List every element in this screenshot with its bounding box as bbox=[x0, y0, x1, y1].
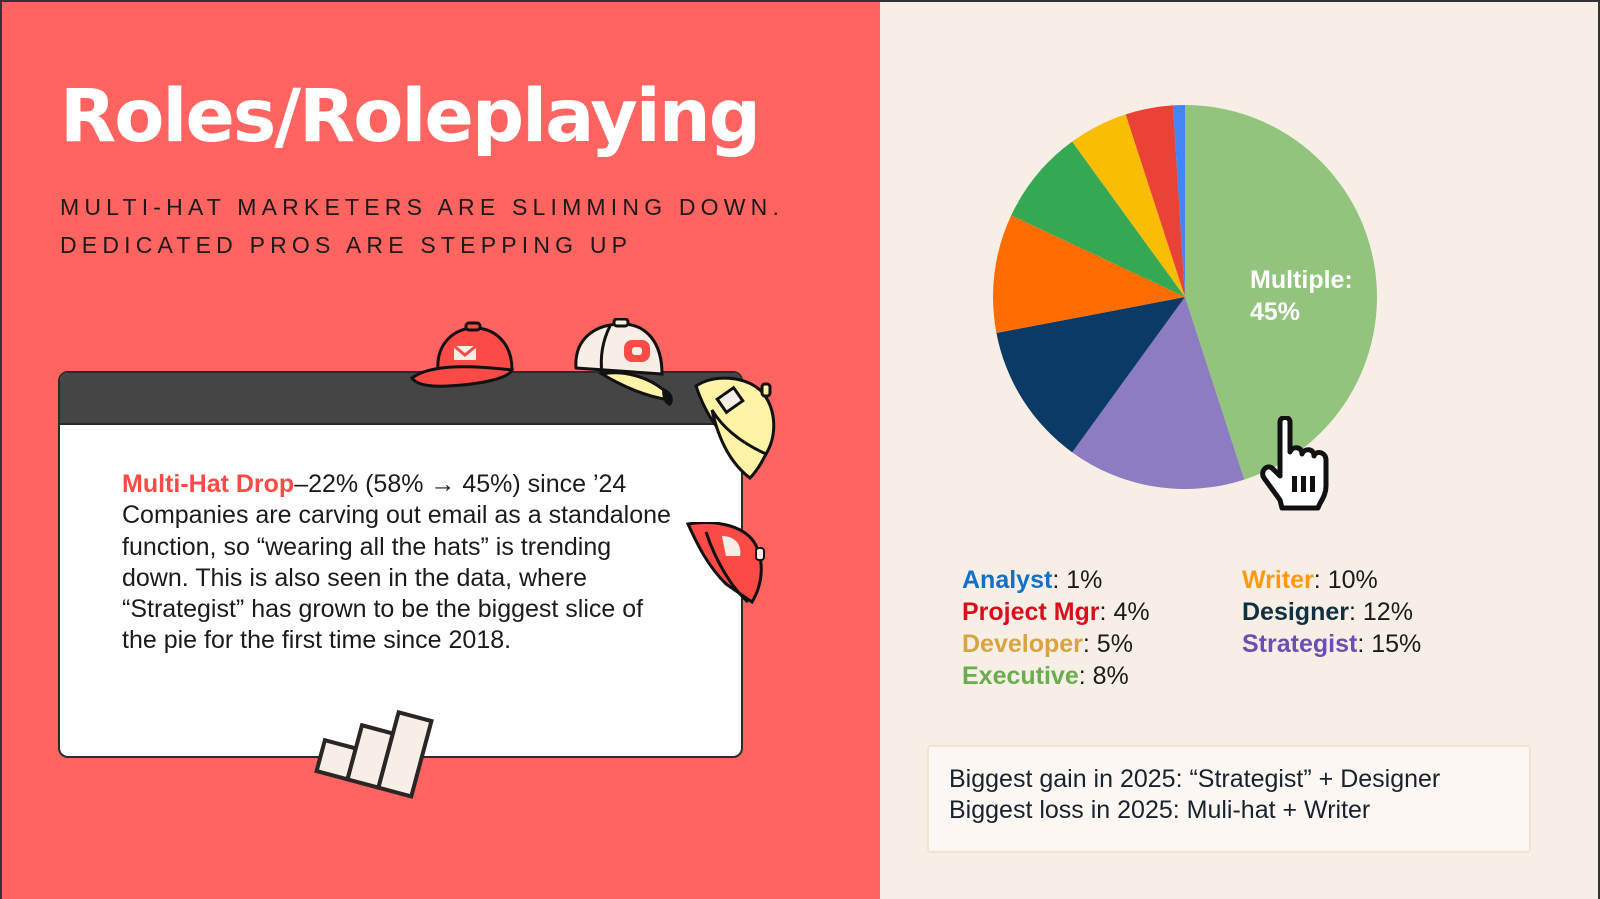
email-cap-icon bbox=[409, 321, 515, 388]
summary-gain: Biggest gain in 2025: “Strategist” + Des… bbox=[949, 765, 1441, 793]
pie-slice-analyst bbox=[1172, 105, 1185, 297]
legend-column-2: Writer: 10% Designer: 12% Strategist: 15… bbox=[1242, 564, 1421, 660]
pie-slice-designer bbox=[996, 297, 1185, 453]
summary-loss: Biggest loss in 2025: Muli-hat + Writer bbox=[949, 796, 1371, 824]
yellow-cap-icon bbox=[694, 376, 776, 480]
hand-cursor-icon bbox=[1260, 416, 1329, 511]
legend-item-designer: Designer: 12% bbox=[1242, 598, 1413, 626]
slide-subtitle: MULTI-HAT MARKETERS ARE SLIMMING DOWN. D… bbox=[60, 188, 784, 264]
bar-chart-icon bbox=[314, 709, 434, 799]
legend-item-strategist: Strategist: 15% bbox=[1242, 630, 1422, 658]
slide-title: Roles/Roleplaying bbox=[60, 74, 761, 159]
summary-box: Biggest gain in 2025: “Strategist” + Des… bbox=[927, 745, 1531, 853]
pie-slice-label-multiple: Multiple: 45% bbox=[1250, 266, 1353, 326]
left-panel: Roles/Roleplaying MULTI-HAT MARKETERS AR… bbox=[2, 2, 880, 899]
legend-item-analyst: Analyst: 1% bbox=[962, 566, 1103, 594]
callout-headline: –22% (58% → 45%) since ’24 bbox=[294, 470, 627, 498]
legend-item-writer: Writer: 10% bbox=[1242, 566, 1378, 594]
pie-slice-executive bbox=[1011, 141, 1185, 297]
pie-chart bbox=[993, 105, 1377, 489]
callout-window: Multi-Hat Drop–22% (58% → 45%) since ’24… bbox=[58, 371, 743, 758]
pie-slice-developer bbox=[1072, 114, 1185, 297]
callout-highlight: Multi-Hat Drop bbox=[122, 470, 295, 498]
callout-text: Multi-Hat Drop–22% (58% → 45%) since ’24… bbox=[122, 469, 682, 657]
legend-column-1: Analyst: 1% Project Mgr: 4% Developer: 5… bbox=[962, 564, 1150, 692]
callout-body: Companies are carving out email as a sta… bbox=[122, 501, 671, 655]
subtitle-line-1: MULTI-HAT MARKETERS ARE SLIMMING DOWN. bbox=[60, 194, 785, 220]
red-cap-icon bbox=[686, 522, 765, 605]
subtitle-line-2: DEDICATED PROS ARE STEPPING UP bbox=[60, 232, 633, 258]
pie-slice-project-mgr bbox=[1125, 105, 1185, 297]
pie-slice-writer bbox=[993, 215, 1185, 333]
pie-slice-strategist bbox=[1072, 297, 1245, 489]
pie-slice-multiple bbox=[1185, 105, 1377, 480]
cream-cap-icon bbox=[574, 318, 673, 406]
legend-item-executive: Executive: 8% bbox=[962, 662, 1129, 690]
legend-item-developer: Developer: 5% bbox=[962, 630, 1133, 658]
legend-item-project-mgr: Project Mgr: 4% bbox=[962, 598, 1150, 626]
